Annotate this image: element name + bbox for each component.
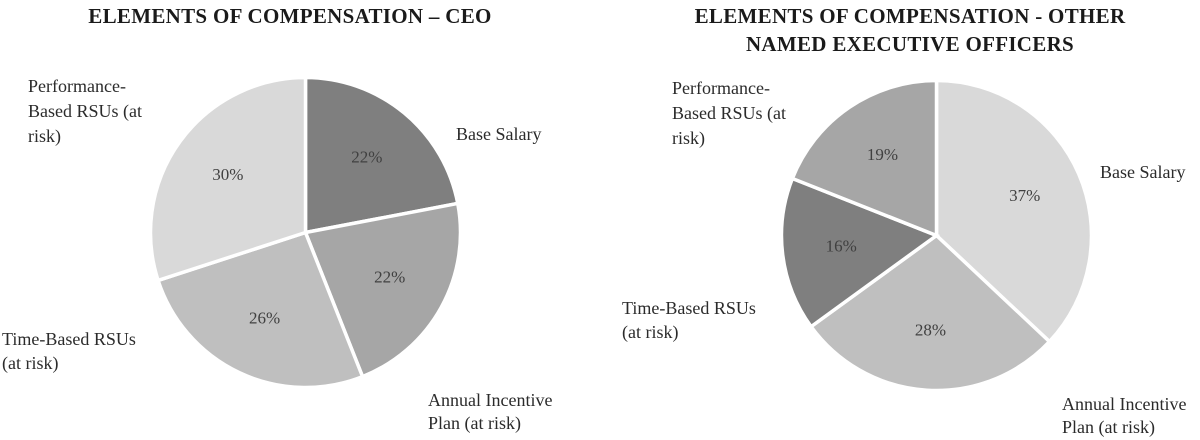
label-line: Base Salary (1100, 162, 1186, 182)
neo-label-time-rsus: Time-Based RSUs (at risk) (622, 296, 756, 344)
slice-percent-label: 22% (351, 147, 382, 166)
ceo-pie-chart: 22% 22% 26% 30% (148, 75, 463, 390)
ceo-label-base-salary: Base Salary (456, 122, 541, 147)
label-line: (at risk) (622, 322, 679, 342)
slice-percent-label: 16% (826, 236, 857, 255)
chart-title-line: ELEMENTS OF COMPENSATION - OTHER (694, 4, 1126, 28)
chart-title-other-neos: ELEMENTS OF COMPENSATION - OTHER NAMED E… (620, 2, 1200, 58)
pie-slice (148, 75, 308, 283)
pie-slice (303, 201, 463, 379)
label-line: Time-Based RSUs (2, 329, 136, 349)
label-line: Base Salary (456, 124, 542, 144)
label-line: Based RSUs (at (28, 101, 142, 121)
label-line: Performance- (672, 78, 770, 98)
label-line: Time-Based RSUs (622, 298, 756, 318)
label-line: Based RSUs (at (672, 103, 786, 123)
chart-title-line: NAMED EXECUTIVE OFFICERS (745, 32, 1075, 56)
neo-label-base-salary: Base Salary (1100, 160, 1185, 185)
label-line: (at risk) (2, 353, 59, 373)
label-line: Plan (at risk) (428, 413, 521, 433)
neo-label-performance-rsus: Performance- Based RSUs (at risk) (672, 76, 786, 151)
pie-slice (303, 75, 460, 235)
label-line: Annual Incentive (428, 390, 553, 410)
label-line: Performance- (28, 76, 126, 96)
pie-slice (808, 233, 1052, 393)
chart-title-ceo-line: ELEMENTS OF COMPENSATION – CEO (88, 4, 492, 28)
ceo-label-time-rsus: Time-Based RSUs (at risk) (2, 327, 136, 375)
neo-label-annual-incentive: Annual Incentive Plan (at risk) (1062, 393, 1186, 439)
slice-percent-label: 28% (915, 320, 946, 339)
pie-slice (155, 230, 365, 390)
slice-percent-label: 26% (249, 308, 280, 327)
pie-slice (779, 176, 941, 330)
pie-slice (790, 78, 939, 239)
ceo-label-performance-rsus: Performance- Based RSUs (at risk) (28, 74, 142, 149)
label-line: risk) (28, 126, 61, 146)
slice-percent-label: 30% (212, 165, 243, 184)
label-line: risk) (672, 128, 705, 148)
slice-percent-label: 19% (867, 145, 898, 164)
pie-slice (934, 78, 1094, 345)
other-neos-pie-chart: 37% 28% 16% 19% (779, 78, 1094, 393)
ceo-label-annual-incentive: Annual Incentive Plan (at risk) (428, 389, 552, 435)
chart-title-ceo: ELEMENTS OF COMPENSATION – CEO (0, 2, 580, 30)
label-line: Plan (at risk) (1062, 417, 1155, 437)
label-line: Annual Incentive (1062, 394, 1187, 414)
slice-percent-label: 22% (374, 268, 405, 287)
slice-percent-label: 37% (1009, 186, 1040, 205)
